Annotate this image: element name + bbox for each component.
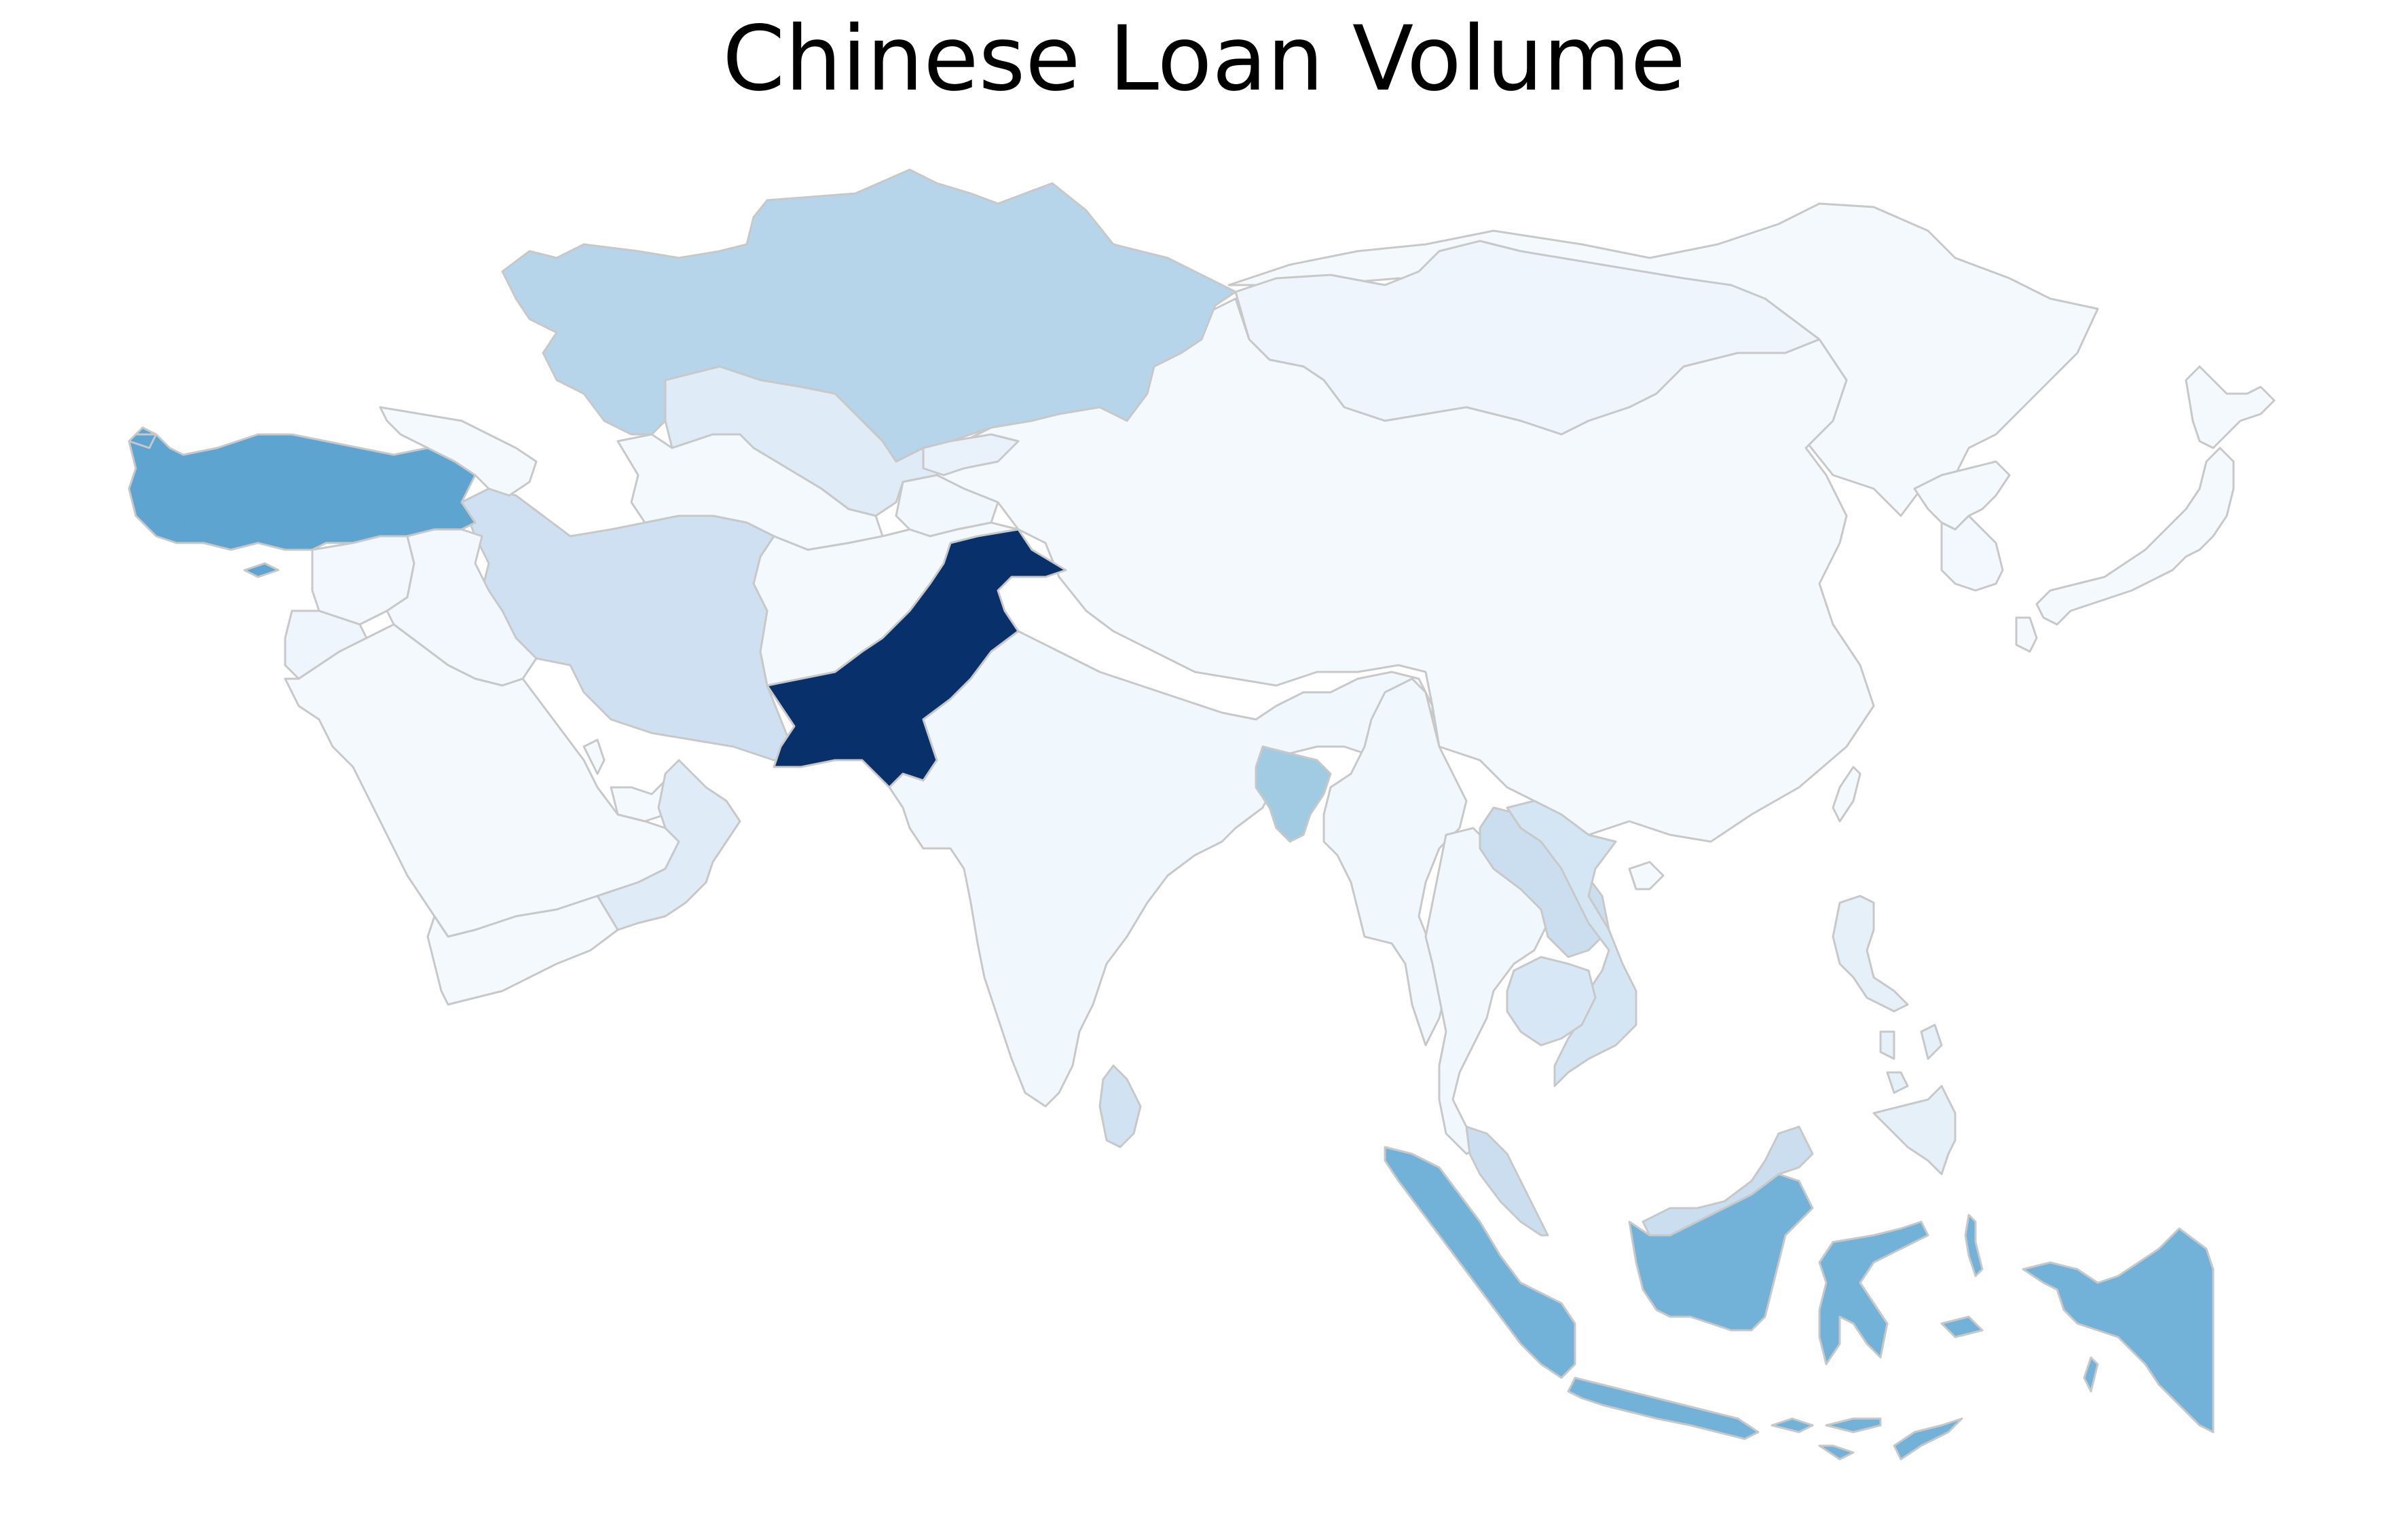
region-indonesia-sumatra xyxy=(1384,1146,1576,1379)
region-kyrgyzstan xyxy=(922,433,1020,476)
region-indonesia-sulawesi xyxy=(1818,1220,1929,1366)
region-indonesia-java xyxy=(1567,1376,1760,1440)
region-north-korea xyxy=(1913,460,2011,531)
region-cyprus xyxy=(243,562,280,578)
region-south-korea xyxy=(1940,514,2004,592)
region-vietnam xyxy=(1506,800,1637,1087)
region-caucasus xyxy=(379,406,538,497)
region-malaysia xyxy=(1465,1125,1549,1237)
region-indonesia-sunda xyxy=(1771,1417,1963,1461)
region-bangladesh xyxy=(1255,745,1332,843)
region-yemen xyxy=(426,895,619,1006)
region-philippines xyxy=(1832,895,1957,1176)
region-hainan xyxy=(1628,766,1861,890)
region-indonesia-maluku xyxy=(1940,1214,2099,1393)
region-indonesia-borneo xyxy=(1628,1173,1814,1332)
region-india xyxy=(888,630,1434,1108)
region-turkey xyxy=(128,426,477,551)
region-sri-lanka xyxy=(1098,1064,1142,1148)
region-japan xyxy=(2015,365,2276,653)
region-cambodia xyxy=(1506,956,1597,1047)
map-title: Chinese Loan Volume xyxy=(722,7,1686,111)
region-oman xyxy=(596,759,741,931)
region-kazakhstan xyxy=(501,168,1237,463)
region-indonesia-papua xyxy=(2022,1227,2215,1433)
